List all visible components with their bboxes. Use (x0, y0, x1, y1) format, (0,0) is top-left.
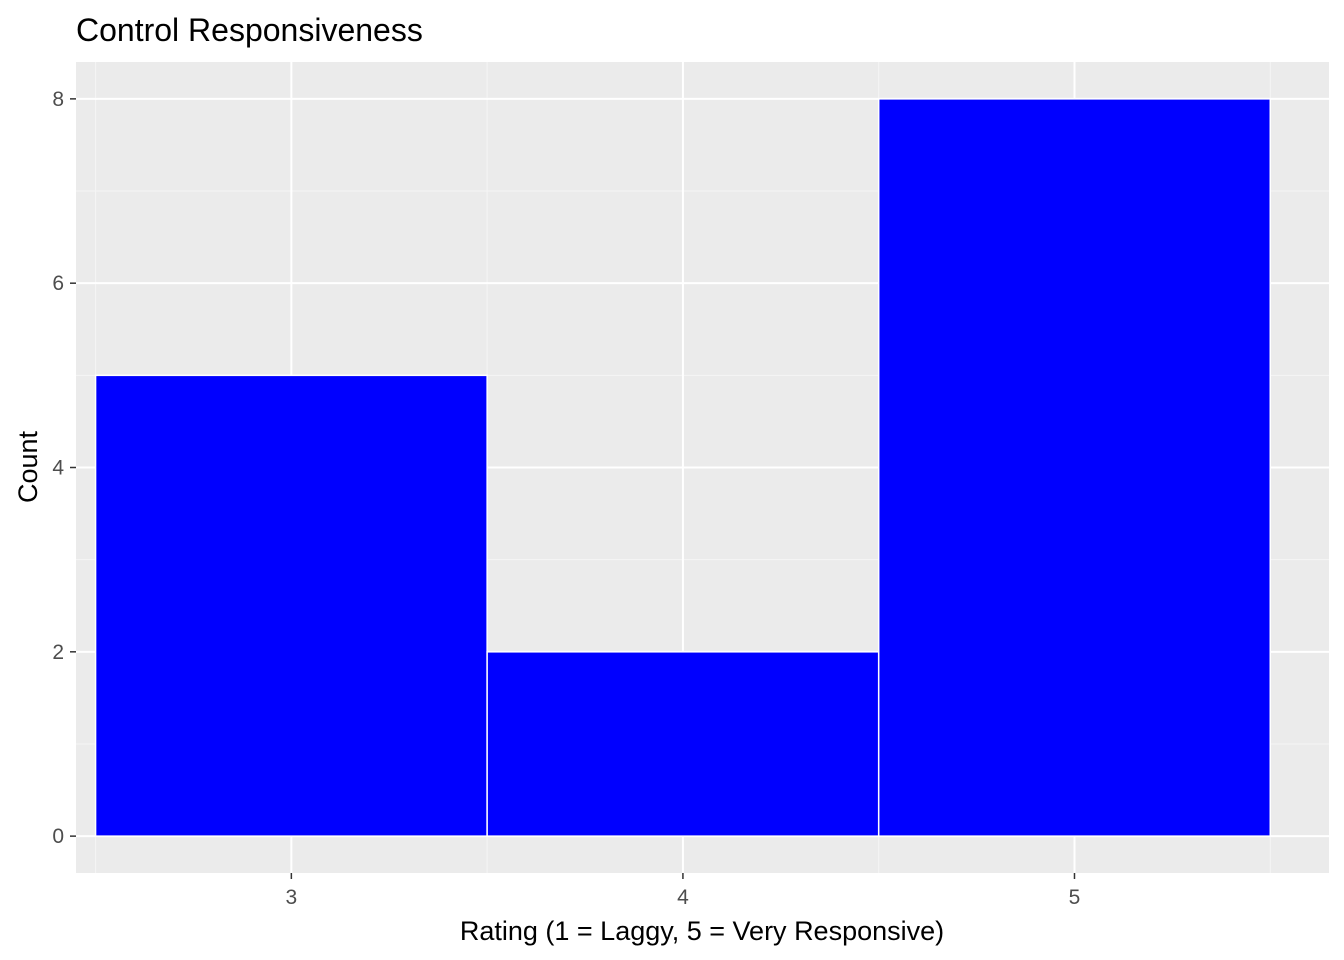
y-axis: 0 2 4 6 8 (52, 88, 76, 848)
y-tick-label: 0 (52, 825, 64, 848)
x-tick-label: 5 (1069, 886, 1081, 909)
bar-rating-3 (94, 374, 488, 837)
x-axis-title: Rating (1 = Laggy, 5 = Very Responsive) (460, 916, 944, 946)
bars (94, 98, 1272, 837)
y-tick-label: 4 (52, 457, 64, 480)
chart-title: Control Responsiveness (76, 12, 423, 48)
y-tick-label: 2 (52, 641, 64, 664)
x-tick-label: 3 (286, 886, 298, 909)
bar-rating-4 (486, 651, 880, 837)
y-tick-label: 6 (52, 272, 64, 295)
x-tick-label: 4 (677, 886, 689, 909)
bar-rating-5 (877, 98, 1272, 837)
x-axis: 3 4 5 (286, 873, 1081, 909)
y-axis-title: Count (13, 430, 43, 503)
y-tick-label: 8 (52, 88, 64, 111)
